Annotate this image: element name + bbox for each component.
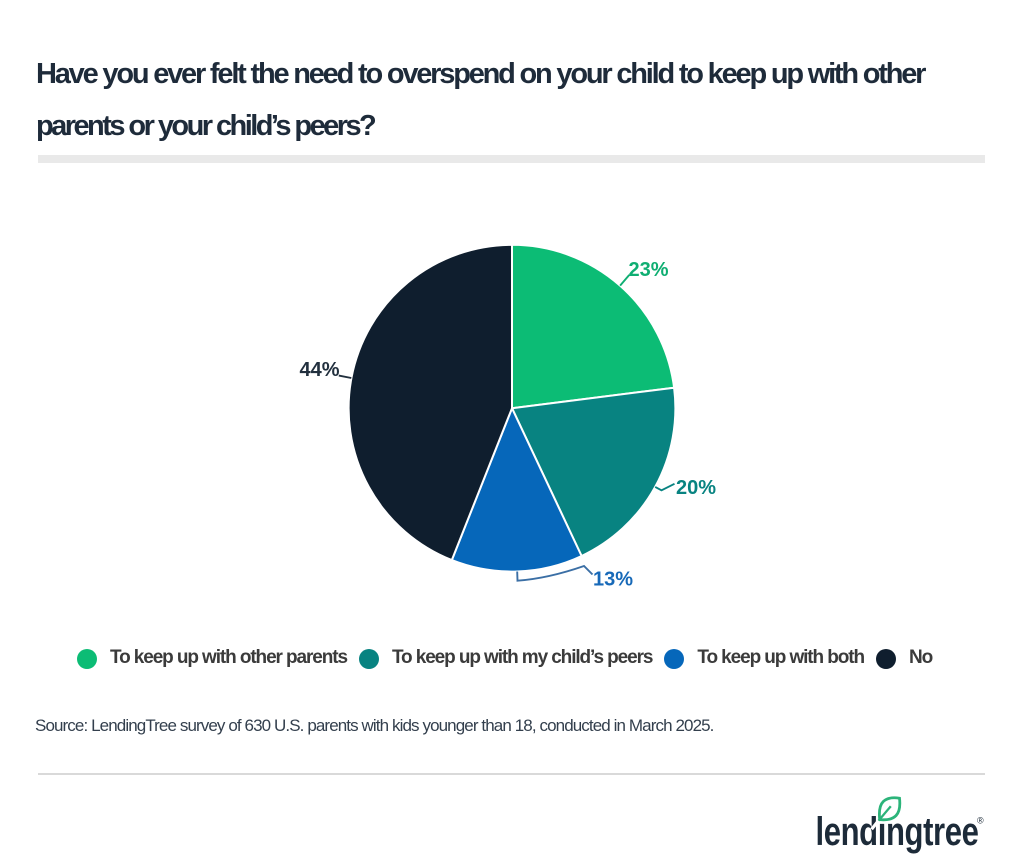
svg-text:13%: 13% — [593, 569, 633, 591]
svg-text:®: ® — [977, 816, 984, 826]
svg-text:20%: 20% — [676, 477, 716, 499]
svg-text:lendingtree: lendingtree — [816, 810, 979, 854]
svg-text:44%: 44% — [300, 359, 340, 381]
svg-text:23%: 23% — [629, 259, 669, 281]
